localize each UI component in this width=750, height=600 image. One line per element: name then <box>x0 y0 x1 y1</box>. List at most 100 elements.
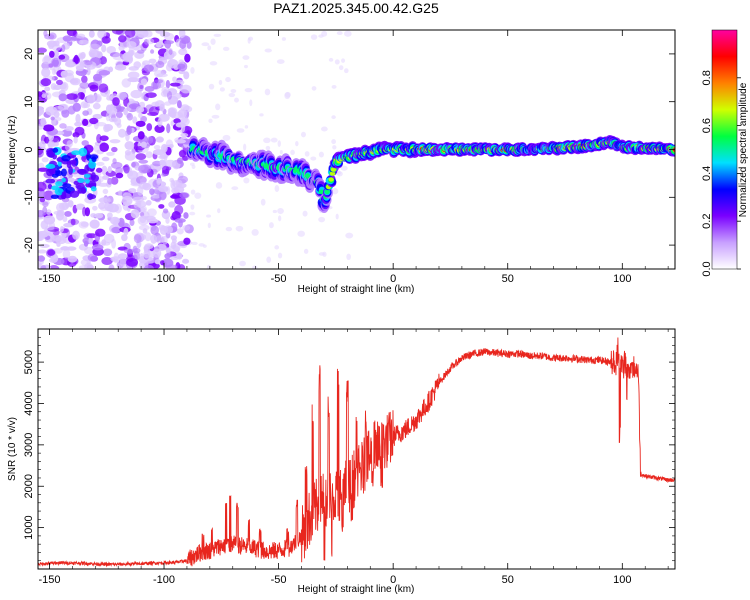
spectrogram-noise-blob <box>145 200 152 206</box>
spectrogram-noise-blob <box>42 124 55 132</box>
spectrogram-noise-blob <box>277 140 281 147</box>
spectrogram-x-tick-label: -50 <box>271 273 287 285</box>
spectrogram-noise-blob <box>149 188 155 195</box>
spectrogram-ridge-blob <box>672 147 675 152</box>
spectrogram-noise-blob <box>135 176 147 185</box>
spectrogram-noise-blob <box>158 204 165 209</box>
spectrogram-noise-blob <box>161 165 170 175</box>
spectrogram-noise-blob <box>310 34 318 40</box>
spectrogram-signal-blob <box>91 156 97 163</box>
spectrogram-noise-blob <box>180 84 192 94</box>
spectrogram-noise-blob <box>328 57 334 62</box>
spectrogram-noise-blob <box>56 202 65 212</box>
spectrogram-noise-blob <box>107 177 113 185</box>
spectrogram-noise-blob <box>58 54 66 60</box>
spectrogram-noise-blob <box>181 37 189 45</box>
spectrogram-noise-blob <box>89 43 101 50</box>
spectrogram-noise-blob <box>53 50 60 58</box>
spectrogram-noise-blob <box>123 227 129 236</box>
spectrogram-noise-blob <box>107 165 112 174</box>
colorbar-tick-label: 0.2 <box>701 214 713 229</box>
spectrogram-noise-blob <box>53 116 62 122</box>
spectrogram-signal-blob <box>91 174 100 182</box>
spectrogram-signal-blob <box>61 155 71 162</box>
spectrogram-noise-blob <box>346 253 351 261</box>
spectrogram-noise-blob <box>162 235 168 245</box>
spectrogram-noise-blob <box>89 219 100 229</box>
spectrogram-noise-blob <box>57 103 69 111</box>
spectrogram-noise-blob <box>79 39 84 45</box>
spectrogram-noise-blob <box>78 264 91 269</box>
spectrogram-noise-blob <box>123 108 128 116</box>
snr-x-tick-label: -100 <box>153 574 175 586</box>
spectrogram-noise-blob <box>144 232 152 242</box>
spectrogram-noise-blob <box>99 196 111 204</box>
spectrogram-noise-blob <box>331 139 336 145</box>
spectrogram-noise-blob <box>331 84 337 89</box>
spectrogram-noise-blob <box>43 215 56 225</box>
spectrogram-noise-blob <box>170 241 177 250</box>
spectrogram-noise-blob <box>49 50 55 58</box>
spectrogram-noise-blob <box>163 225 174 234</box>
spectrogram-noise-blob <box>38 181 47 192</box>
spectrogram-noise-blob <box>95 161 105 166</box>
spectrogram-noise-blob <box>172 92 182 100</box>
snr-x-label: Height of straight line (km) <box>298 584 415 595</box>
spectrogram-signal-blob <box>55 181 63 187</box>
spectrogram-noise-blob <box>41 67 51 78</box>
spectrogram-noise-blob <box>244 88 253 93</box>
spectrogram-noise-blob <box>44 225 55 231</box>
spectrogram-noise-blob <box>332 145 337 150</box>
spectrogram-noise-blob <box>138 224 150 231</box>
spectrogram-noise-blob <box>139 211 145 217</box>
spectrogram-noise-blob <box>215 182 223 189</box>
spectrogram-noise-blob <box>118 44 125 51</box>
spectrogram-noise-blob <box>139 215 147 224</box>
spectrogram-noise-blob <box>127 71 140 79</box>
spectrogram-noise-blob <box>124 151 136 161</box>
spectrogram-x-tick-label: -100 <box>153 273 175 285</box>
spectrogram-noise-blob <box>137 49 145 54</box>
spectrogram-noise-blob <box>65 202 70 208</box>
spectrogram-noise-blob <box>41 157 49 163</box>
spectrogram-noise-blob <box>236 128 245 133</box>
spectrogram-noise-blob <box>78 53 86 60</box>
spectrogram-noise-blob <box>281 37 287 41</box>
spectrogram-noise-blob <box>126 112 133 121</box>
spectrogram-noise-blob <box>106 46 117 55</box>
spectrogram-noise-blob <box>231 186 239 191</box>
spectrogram-noise-blob <box>115 172 124 179</box>
spectrogram-noise-blob <box>322 251 327 257</box>
spectrogram-noise-blob <box>190 204 195 210</box>
spectrogram-noise-blob <box>243 143 247 151</box>
spectrogram-noise-blob <box>52 234 65 242</box>
spectrogram-y-tick-label: 0 <box>23 146 35 152</box>
spectrogram-noise-blob <box>146 123 153 131</box>
spectrogram-noise-blob <box>158 113 170 122</box>
spectrogram-noise-blob <box>62 35 72 42</box>
spectrogram-noise-blob <box>101 257 113 266</box>
spectrogram-noise-blob <box>48 140 55 149</box>
spectrogram-noise-blob <box>38 124 45 130</box>
spectrogram-ridge-blob <box>293 166 299 172</box>
spectrogram-noise-blob <box>56 209 65 217</box>
spectrogram-noise-blob <box>148 58 157 64</box>
spectrogram-noise-blob <box>340 165 348 171</box>
spectrogram-noise-blob <box>228 92 236 98</box>
spectrogram-noise-blob <box>84 60 93 66</box>
spectrogram-noise-blob <box>222 46 230 51</box>
spectrogram-noise-blob <box>112 97 120 106</box>
spectrogram-noise-blob <box>183 237 191 245</box>
spectrogram-noise-blob <box>225 77 231 83</box>
spectrogram-noise-blob <box>207 45 212 51</box>
spectrogram-noise-blob <box>74 121 82 127</box>
spectrogram-noise-blob <box>159 103 165 112</box>
spectrogram-noise-blob <box>110 176 119 185</box>
spectrogram-noise-blob <box>143 64 154 73</box>
colorbar: 0.0 0.2 0.4 0.6 0.8 Normalized spectral ampl… <box>701 29 749 277</box>
spectrogram-noise-blob <box>156 177 162 185</box>
spectrogram-noise-blob <box>81 75 88 84</box>
spectrogram-signal-blob <box>85 182 92 188</box>
spectrogram-noise-blob <box>165 47 173 55</box>
spectrogram-x-tick-label: 50 <box>502 273 514 285</box>
